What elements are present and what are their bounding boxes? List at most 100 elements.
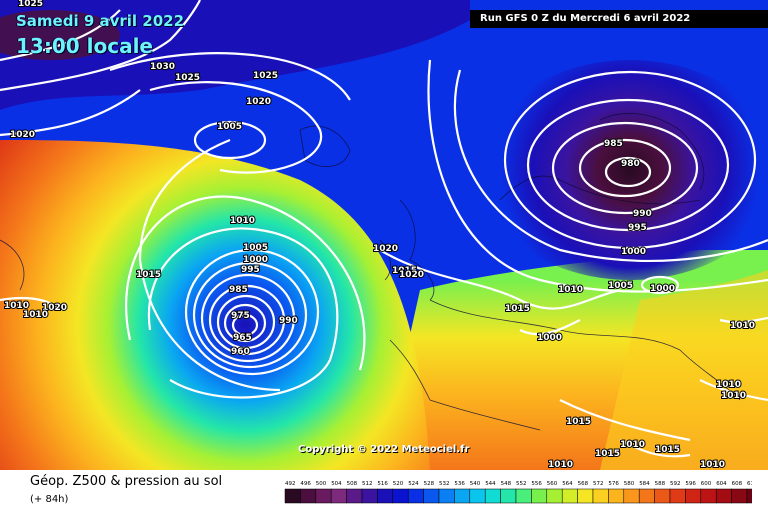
legend-tick: 520 — [393, 481, 404, 487]
isobar-label: 990 — [279, 316, 298, 326]
legend-tick: 592 — [670, 481, 681, 487]
forecast-time: 13:00 locale — [16, 34, 153, 58]
map-title: Géop. Z500 & pression au sol — [30, 474, 223, 489]
isobar-label: 985 — [229, 285, 248, 295]
legend-swatch — [438, 488, 455, 504]
legend-swatch — [361, 488, 378, 504]
isobar-label: 1015 — [136, 270, 161, 280]
isobar-label: 1010 — [700, 460, 725, 470]
isobar-label: 995 — [241, 265, 260, 275]
legend-tick: 544 — [485, 481, 496, 487]
legend-swatch — [284, 488, 301, 504]
legend-swatch — [700, 488, 717, 504]
legend-tick: 524 — [408, 481, 419, 487]
isobar-label: 1005 — [243, 243, 268, 253]
legend-tick: 608 — [732, 481, 743, 487]
legend-swatch — [746, 488, 752, 504]
legend-tick: 516 — [377, 481, 388, 487]
isobar-label: 1015 — [566, 417, 591, 427]
legend-swatch — [454, 488, 471, 504]
isobar-label: 1020 — [42, 303, 67, 313]
legend-swatch — [577, 488, 594, 504]
isobar-label: 1010 — [4, 301, 29, 311]
isobar-label: 1010 — [620, 440, 645, 450]
legend-swatch — [515, 488, 532, 504]
legend-tick: 500 — [316, 481, 327, 487]
isobar-label: 1015 — [505, 304, 530, 314]
isobar-label: 995 — [628, 223, 647, 233]
legend-tick: 528 — [424, 481, 435, 487]
isobar-label: 960 — [231, 347, 250, 357]
isobar-label: 1000 — [243, 255, 268, 265]
legend-swatch — [669, 488, 686, 504]
isobar-label: 1020 — [10, 130, 35, 140]
isobar-label: 1030 — [150, 62, 175, 72]
legend-tick: 508 — [347, 481, 358, 487]
legend-tick: 536 — [454, 481, 465, 487]
legend-swatch — [654, 488, 671, 504]
color-legend: 492 496 500 504 508 512 516 520 524 528 532 536 540 5… — [284, 481, 752, 504]
legend-tick: 568 — [578, 481, 589, 487]
legend-swatch — [407, 488, 424, 504]
legend-tick: 596 — [685, 481, 696, 487]
isobar-label: 985 — [604, 139, 623, 149]
legend-tick: 612 — [747, 481, 752, 487]
legend-tick: 576 — [608, 481, 619, 487]
legend-swatch — [715, 488, 732, 504]
isobar-lines — [0, 0, 768, 458]
legend-tick: 560 — [547, 481, 558, 487]
legend-tick: 532 — [439, 481, 450, 487]
isobar-label: 1020 — [399, 270, 424, 280]
isobar-label: 1010 — [721, 391, 746, 401]
legend-swatch — [377, 488, 394, 504]
legend-tick: 552 — [516, 481, 527, 487]
legend-swatch — [531, 488, 548, 504]
legend-swatch — [500, 488, 517, 504]
legend-swatch — [608, 488, 625, 504]
isobar-label: 990 — [633, 209, 652, 219]
greenland-cold-core — [0, 10, 120, 60]
isobar-label: 965 — [233, 333, 252, 343]
isobar-label: 1010 — [548, 460, 573, 470]
isobar-label: 1015 — [655, 445, 680, 455]
legend-tick: 584 — [639, 481, 650, 487]
isobar-label: 1025 — [253, 71, 278, 81]
isobar-label: 1015 — [392, 266, 417, 276]
legend-swatch — [423, 488, 440, 504]
legend-tick: 604 — [716, 481, 727, 487]
legend-tick: 504 — [331, 481, 342, 487]
east-warm-field — [600, 270, 768, 470]
legend-tick: 512 — [362, 481, 373, 487]
legend-swatch — [546, 488, 563, 504]
isobar-label: 1000 — [621, 247, 646, 257]
isobar-label: 1025 — [18, 0, 43, 9]
legend-tick: 548 — [501, 481, 512, 487]
forecast-date: Samedi 9 avril 2022 — [16, 12, 185, 30]
copyright-text: Copyright © 2022 Meteociel.fr — [298, 444, 470, 455]
legend-swatch — [592, 488, 609, 504]
legend-swatch — [330, 488, 347, 504]
isobar-label: 980 — [621, 159, 640, 169]
isobar-label: 1010 — [716, 380, 741, 390]
legend-tick: 588 — [655, 481, 666, 487]
map-canvas: 1025 1030 1025 1025 1020 1020 1005 1010 … — [0, 0, 768, 470]
isobar-label: 1000 — [650, 284, 675, 294]
run-info: Run GFS 0 Z du Mercredi 6 avril 2022 — [470, 10, 768, 28]
legend-tick: 564 — [562, 481, 573, 487]
isobar-label: 1000 — [537, 333, 562, 343]
legend-swatch — [484, 488, 501, 504]
isobar-label: 1015 — [595, 449, 620, 459]
legend-tick: 496 — [300, 481, 311, 487]
legend-swatch — [623, 488, 640, 504]
isobar-label: 1005 — [608, 281, 633, 291]
isobar-label: 1010 — [230, 216, 255, 226]
legend-tick: 556 — [531, 481, 542, 487]
legend-tick: 572 — [593, 481, 604, 487]
weather-map: 1025 1030 1025 1025 1020 1020 1005 1010 … — [0, 0, 768, 470]
isobar-label: 1010 — [558, 285, 583, 295]
legend-swatch — [300, 488, 317, 504]
forecast-offset: (+ 84h) — [30, 494, 69, 505]
isobar-label: 975 — [231, 311, 250, 321]
legend-swatch — [685, 488, 702, 504]
isobar-label: 1020 — [373, 244, 398, 254]
